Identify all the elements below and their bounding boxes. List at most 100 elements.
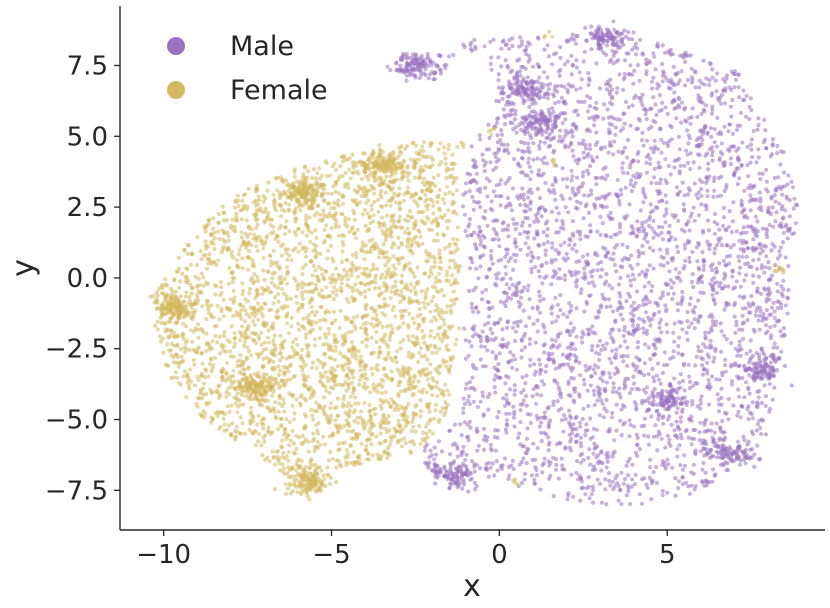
point-male xyxy=(710,107,715,112)
point-male xyxy=(571,233,576,239)
point-male xyxy=(519,348,525,353)
point-male xyxy=(529,126,535,131)
point-male xyxy=(482,433,487,439)
point-male xyxy=(690,402,695,407)
point-male xyxy=(687,116,692,121)
point-male xyxy=(617,386,622,391)
point-female xyxy=(299,459,304,464)
point-female xyxy=(188,367,193,372)
point-female xyxy=(368,390,373,395)
point-female xyxy=(399,289,404,294)
point-male xyxy=(645,239,650,244)
point-male xyxy=(751,129,756,134)
point-male xyxy=(780,240,786,245)
point-male xyxy=(518,408,523,413)
point-male xyxy=(531,386,536,392)
point-male xyxy=(574,470,579,475)
point-male xyxy=(614,90,619,95)
point-male xyxy=(751,374,756,379)
point-male xyxy=(612,262,618,268)
point-male xyxy=(621,333,626,339)
point-male xyxy=(647,215,653,220)
point-male xyxy=(618,117,623,122)
point-male xyxy=(771,345,776,350)
point-female xyxy=(229,324,234,329)
point-male xyxy=(611,385,617,390)
point-male xyxy=(507,387,512,392)
point-male xyxy=(676,218,681,223)
point-male xyxy=(733,77,739,82)
point-male xyxy=(550,183,555,188)
point-male xyxy=(419,54,424,59)
point-male xyxy=(469,233,474,238)
point-male xyxy=(554,218,559,223)
point-male xyxy=(607,191,612,196)
point-male xyxy=(737,327,742,332)
point-male xyxy=(689,483,694,488)
point-male xyxy=(568,352,573,358)
point-male xyxy=(684,53,689,59)
point-male xyxy=(594,130,599,135)
point-male xyxy=(631,184,636,189)
point-male xyxy=(701,258,706,264)
point-male xyxy=(604,304,609,310)
point-male xyxy=(492,385,497,390)
point-male xyxy=(703,103,709,108)
point-male xyxy=(578,440,584,446)
point-male xyxy=(674,185,680,190)
point-female xyxy=(275,188,280,193)
point-male xyxy=(738,265,743,270)
point-male xyxy=(604,409,609,414)
point-male xyxy=(722,333,727,338)
point-male xyxy=(757,327,762,332)
point-male xyxy=(745,442,750,447)
point-male xyxy=(539,157,544,162)
point-male xyxy=(504,411,509,416)
point-male xyxy=(447,452,453,457)
point-male xyxy=(714,290,720,296)
point-male xyxy=(730,131,736,136)
point-male xyxy=(544,260,549,266)
point-male xyxy=(535,231,540,236)
point-male xyxy=(467,217,472,222)
point-male xyxy=(465,422,470,427)
point-male xyxy=(578,498,583,503)
point-male xyxy=(714,144,720,149)
point-female xyxy=(454,337,459,342)
point-male xyxy=(714,89,719,94)
point-female xyxy=(293,216,298,221)
point-male xyxy=(768,325,773,330)
point-male xyxy=(772,193,777,198)
point-male xyxy=(682,107,687,112)
point-male xyxy=(651,434,657,439)
point-male xyxy=(428,448,433,453)
point-male xyxy=(574,58,579,63)
point-male xyxy=(600,292,605,297)
point-male xyxy=(590,280,595,285)
point-female xyxy=(363,223,368,228)
point-male xyxy=(481,394,486,399)
point-male xyxy=(519,481,525,486)
point-female xyxy=(379,215,384,220)
point-male xyxy=(737,176,742,181)
point-male xyxy=(558,55,563,61)
point-male xyxy=(533,87,538,92)
point-female xyxy=(204,317,209,322)
point-male xyxy=(518,402,523,407)
point-male xyxy=(524,80,529,85)
point-male xyxy=(696,265,701,270)
point-male xyxy=(770,137,776,142)
point-male xyxy=(730,97,735,103)
point-male xyxy=(531,157,536,162)
point-female xyxy=(328,173,333,178)
point-male xyxy=(481,447,487,452)
point-male xyxy=(563,128,568,133)
point-male xyxy=(686,484,691,489)
point-male xyxy=(604,397,609,403)
point-female xyxy=(408,282,413,287)
point-male xyxy=(693,363,698,368)
point-male xyxy=(775,356,781,361)
point-male xyxy=(519,39,524,44)
point-male xyxy=(663,303,668,308)
point-male xyxy=(554,205,559,210)
